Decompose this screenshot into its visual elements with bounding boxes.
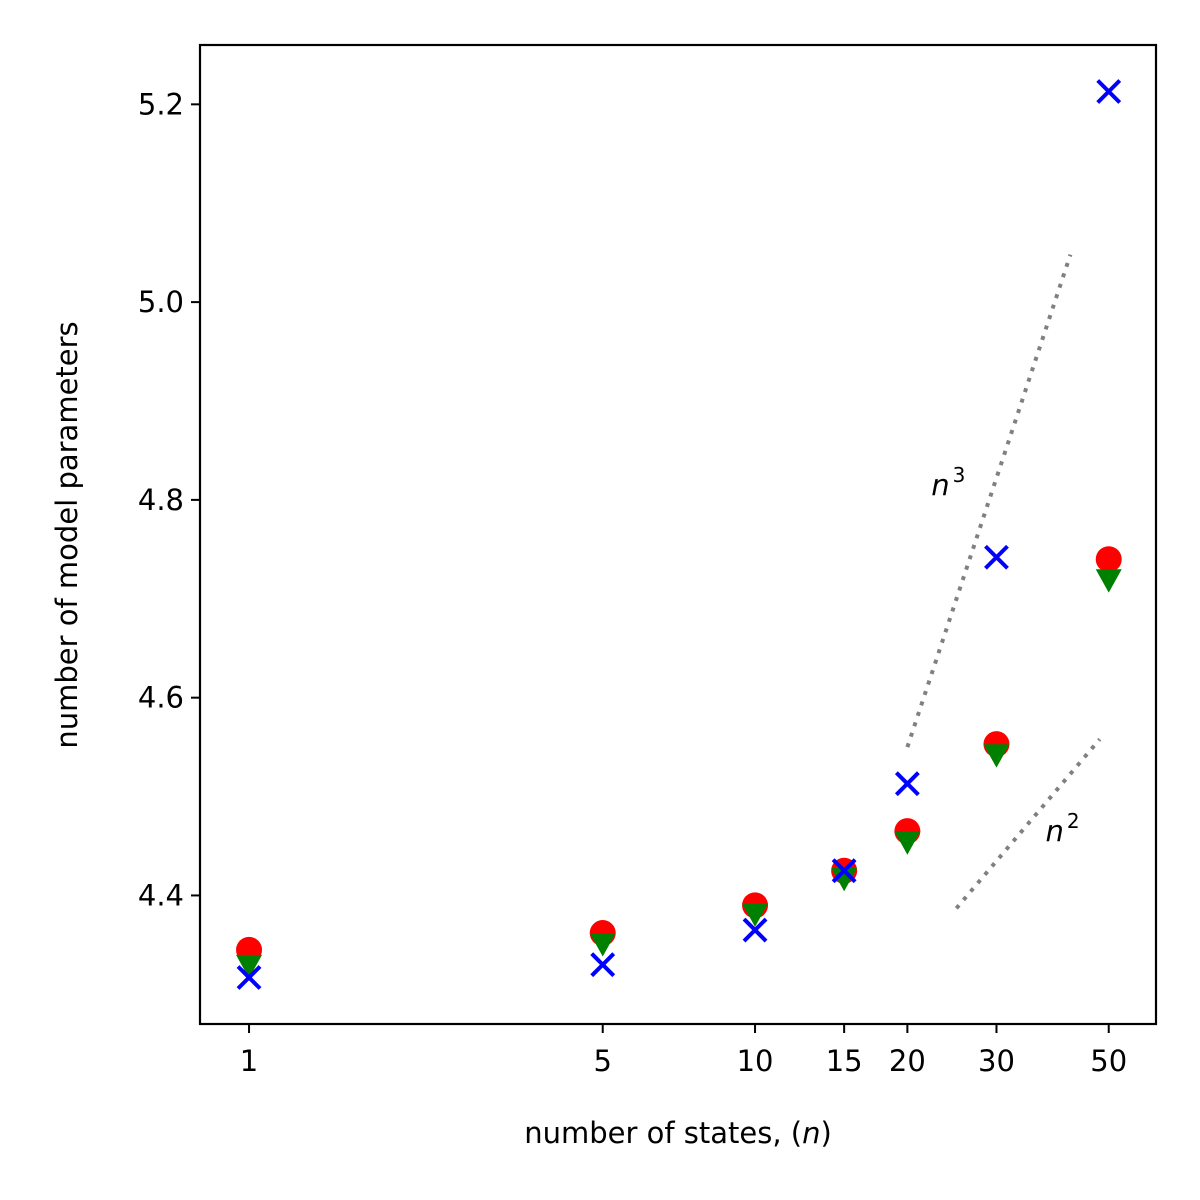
series-x [236,79,1122,990]
x-tick-label: 1 [240,1044,258,1078]
point-triangle [894,831,921,855]
point-triangle [589,933,616,957]
x-axis-label: number of states, (n) [524,1116,832,1150]
y-tick-label: 4.4 [138,878,184,912]
x-axis-ticks: 1 5 10 15 20 30 50 [240,1024,1127,1078]
data-series [236,79,1122,990]
point-triangle [742,903,769,927]
series-triangle-down [236,569,1122,979]
y-axis-label: number of model parameters [50,321,84,748]
point-triangle [1095,569,1122,593]
y-tick-label: 4.6 [138,681,184,715]
x-tick-label: 5 [593,1044,611,1078]
y-tick-label: 4.8 [138,483,184,517]
point-triangle [831,867,858,892]
x-tick-label: 15 [826,1044,863,1078]
x-tick-label: 20 [889,1044,926,1078]
x-tick-label: 30 [978,1044,1015,1078]
point-x [742,917,768,943]
point-x [984,544,1009,570]
reference-line-n2 [954,737,1102,910]
reference-lines: n 3 n 2 [905,254,1102,910]
point-circle [1095,546,1122,573]
point-triangle [236,954,263,979]
y-tick-label: 5.2 [138,87,184,121]
y-tick-label: 5.0 [138,285,184,319]
point-x [590,952,616,978]
point-x [894,771,920,797]
plot-area [200,45,1156,1024]
plot-frame [198,43,1158,1026]
point-x [236,965,262,990]
point-x [831,858,857,884]
point-triangle [983,744,1010,768]
x-tick-label: 50 [1090,1044,1127,1078]
x-tick-label: 10 [737,1044,774,1078]
reference-line-n3 [905,254,1073,748]
y-axis-ticks: 4.4 4.6 4.8 5.0 5.2 [138,87,200,912]
point-x [1096,79,1122,104]
